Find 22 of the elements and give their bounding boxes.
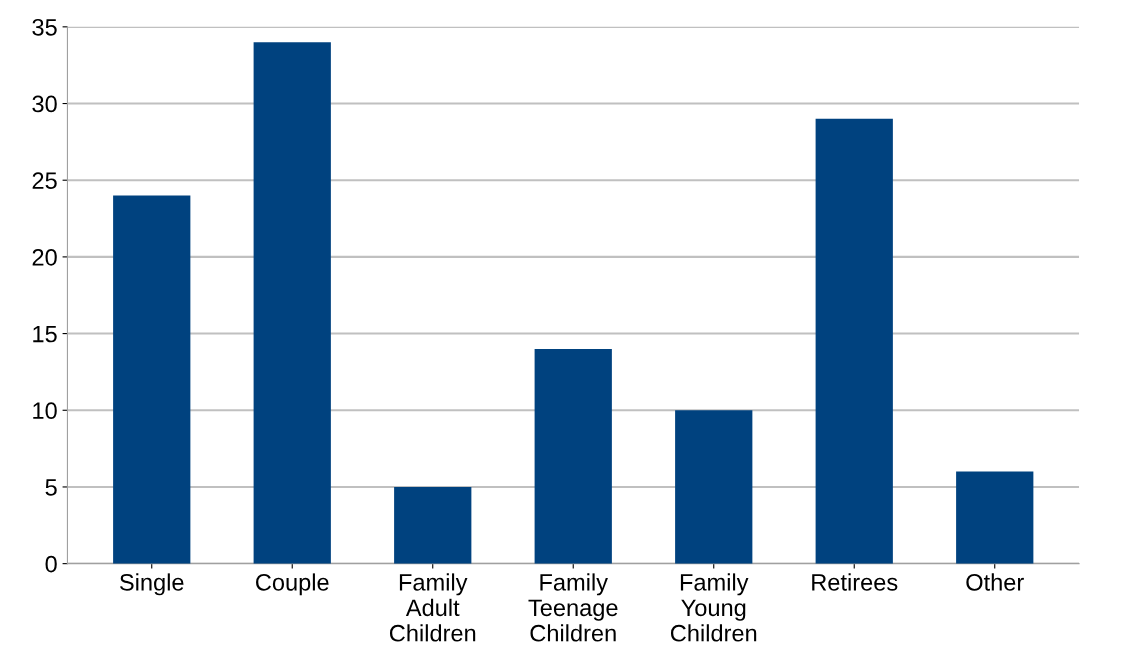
x-tick-label: Couple — [256, 573, 329, 596]
y-tick-label: 30 — [32, 95, 57, 113]
y-tick-label: 10 — [33, 402, 57, 420]
y-tick-label: 25 — [32, 172, 57, 189]
y-tick-label: 0 — [45, 555, 57, 573]
x-tick-label: Single — [120, 573, 184, 596]
y-tick-label: 20 — [32, 248, 57, 266]
bar — [113, 195, 191, 564]
bar — [675, 410, 753, 564]
bar — [394, 486, 472, 564]
bar — [815, 118, 893, 564]
x-tick-label: Retirees — [812, 573, 898, 591]
bar — [956, 471, 1034, 564]
x-tick-label: Other — [966, 573, 1024, 591]
x-tick-label: Family Teenage Children — [528, 573, 618, 642]
x-tick-label: Family Young Children — [670, 573, 757, 642]
y-tick-label: 15 — [33, 325, 57, 343]
y-tick-label: 35 — [32, 18, 57, 36]
bar — [534, 348, 612, 564]
bar — [253, 42, 331, 564]
x-tick-label: Family Adult Children — [389, 573, 476, 642]
y-tick-label: 5 — [45, 479, 57, 496]
